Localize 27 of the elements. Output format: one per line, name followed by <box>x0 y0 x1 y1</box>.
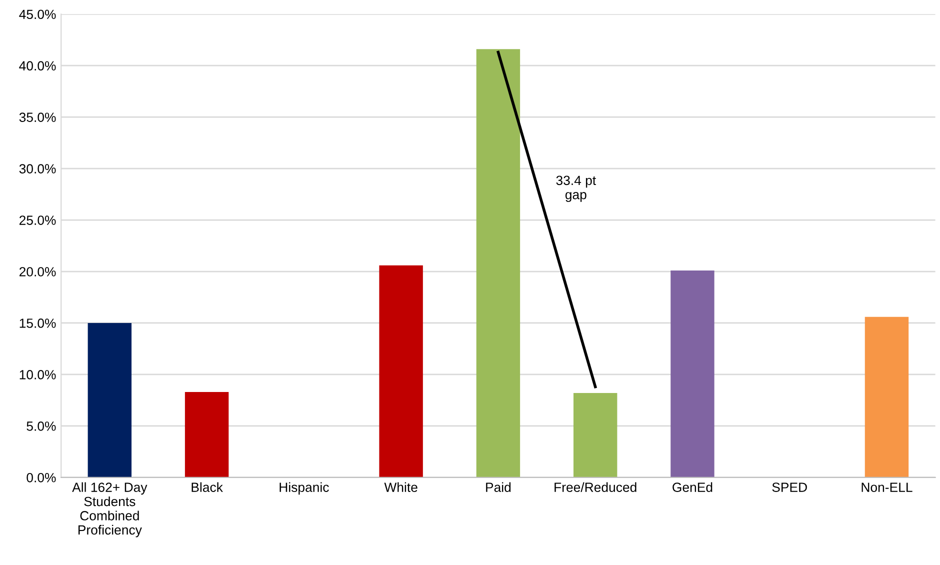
x-tick-label: GenEd <box>672 482 712 492</box>
bar <box>88 322 132 478</box>
y-tick-label: 45.0% <box>19 10 56 20</box>
y-tick-label: 5.0% <box>26 422 56 431</box>
bar <box>573 393 618 478</box>
x-tick-label: Free/Reduced <box>554 482 636 492</box>
x-tick-label: Hispanic <box>280 482 329 495</box>
bar <box>379 265 423 478</box>
bar <box>864 316 909 478</box>
y-tick-label: 0.0% <box>26 472 56 482</box>
x-tick-label: All 162+ Day Students Combined Proficiency <box>72 482 148 538</box>
x-tick-label: White <box>384 482 418 492</box>
x-tick-label: SPED <box>772 482 807 492</box>
y-tick-label: 30.0% <box>19 164 56 174</box>
y-tick-label: 10.0% <box>20 370 56 380</box>
y-tick-label: 20.0% <box>19 267 56 276</box>
x-tick-label: Paid <box>486 482 511 492</box>
y-tick-label: 15.0% <box>20 318 56 328</box>
bar <box>476 49 520 478</box>
bar <box>670 270 714 478</box>
y-tick-label: 25.0% <box>19 216 56 225</box>
y-tick-label: 40.0% <box>19 61 56 71</box>
x-tick-label: Non-ELL <box>862 482 912 492</box>
x-tick-label: Black <box>192 482 223 492</box>
bar <box>184 392 229 478</box>
annotation: 33.4 pt gap <box>556 176 596 202</box>
y-tick-label: 35.0% <box>19 112 56 122</box>
